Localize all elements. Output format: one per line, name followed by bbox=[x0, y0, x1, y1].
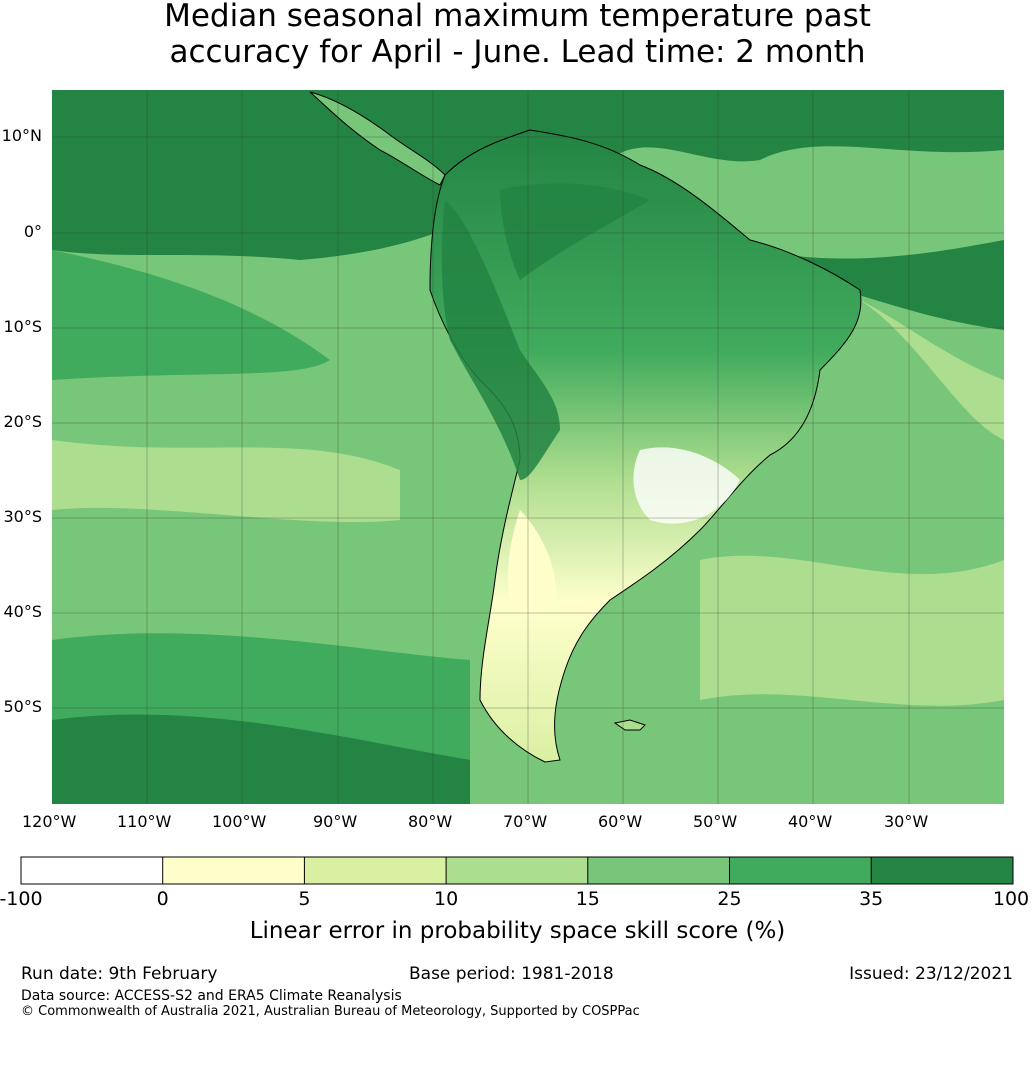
falkland-islands bbox=[613, 719, 646, 731]
central-chile-low-skill bbox=[508, 510, 556, 615]
issued-date: Issued: 23/12/2021 bbox=[849, 964, 1013, 984]
colorbar-bin-1 bbox=[21, 857, 163, 884]
lon-label-80w: 80°W bbox=[408, 812, 453, 831]
colorbar-bin-3 bbox=[304, 857, 447, 884]
colorbar-tick-100: 100 bbox=[992, 888, 1030, 910]
lat-label-40s: 40°S bbox=[3, 602, 42, 621]
colorbar-tick-5: 5 bbox=[298, 888, 311, 910]
colorbar-tick-15: 15 bbox=[575, 888, 600, 910]
run-date: Run date: 9th February bbox=[21, 964, 218, 984]
interior-low-skill bbox=[633, 447, 740, 524]
colorbar-label: Linear error in probability space skill … bbox=[249, 918, 786, 944]
south-atlantic-band bbox=[700, 555, 1004, 706]
lon-label-100w: 100°W bbox=[212, 812, 267, 831]
colorbar-bin-4 bbox=[446, 857, 588, 884]
map-title-line-2: accuracy for April - June. Lead time: 2 … bbox=[169, 34, 866, 70]
southern-ocean-band bbox=[52, 714, 470, 804]
base-period: Base period: 1981-2018 bbox=[409, 964, 614, 984]
lon-label-40w: 40°W bbox=[788, 812, 833, 831]
lat-label-50s: 50°S bbox=[3, 697, 42, 716]
lat-label-10s: 10°S bbox=[3, 317, 42, 336]
colorbar-tick-0: 0 bbox=[156, 888, 169, 910]
tropical-pacific-band bbox=[52, 250, 330, 380]
lon-label-60w: 60°W bbox=[598, 812, 643, 831]
map-plot-area bbox=[52, 90, 1004, 804]
atlantic-light-band bbox=[860, 300, 1004, 440]
colorbar-tick-minus-100: -100 bbox=[0, 888, 43, 910]
andes-high-skill bbox=[441, 200, 560, 480]
skill-score-map bbox=[20, 90, 1014, 885]
lon-label-110w: 110°W bbox=[117, 812, 172, 831]
colorbar-frame bbox=[20, 856, 1014, 885]
colorbar-bin-2 bbox=[162, 857, 305, 884]
lon-label-30w: 30°W bbox=[884, 812, 929, 831]
central-america-landmass bbox=[309, 91, 446, 186]
lat-label-0: 0° bbox=[23, 222, 42, 241]
lon-label-70w: 70°W bbox=[503, 812, 548, 831]
lat-label-10n: 10°N bbox=[1, 126, 42, 145]
colorbar-tick-10: 10 bbox=[434, 888, 459, 910]
lat-label-20s: 20°S bbox=[3, 412, 42, 431]
map-title-line-1: Median seasonal maximum temperature past bbox=[164, 0, 871, 34]
colorbar-bin-6 bbox=[729, 857, 872, 884]
colorbar-tick-25: 25 bbox=[717, 888, 742, 910]
colorbar-bin-5 bbox=[587, 857, 730, 884]
tropical-atlantic-band bbox=[760, 240, 1004, 330]
graticule bbox=[52, 90, 1004, 804]
colorbar bbox=[20, 856, 1014, 885]
lon-label-50w: 50°W bbox=[693, 812, 738, 831]
lon-label-120w: 120°W bbox=[22, 812, 77, 831]
subtropical-pacific-band bbox=[52, 440, 400, 523]
amazon-basin-high-skill bbox=[500, 183, 650, 280]
data-source: Data source: ACCESS-S2 and ERA5 Climate … bbox=[21, 988, 402, 1004]
copyright-notice: © Commonwealth of Australia 2021, Austra… bbox=[21, 1004, 640, 1019]
lat-label-30s: 30°S bbox=[3, 507, 42, 526]
colorbar-tick-35: 35 bbox=[859, 888, 884, 910]
lon-label-90w: 90°W bbox=[313, 812, 358, 831]
colorbar-bin-7 bbox=[871, 857, 1013, 884]
